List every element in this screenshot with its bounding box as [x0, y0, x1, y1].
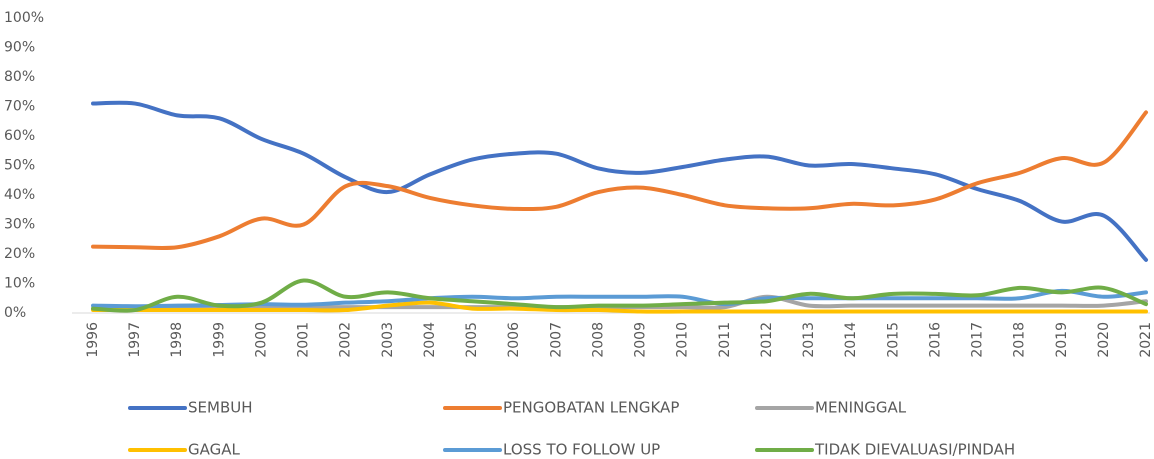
- series-line: [91, 110, 1148, 251]
- y-tick-label: 70%: [4, 99, 35, 115]
- y-tick-label: 20%: [4, 246, 35, 262]
- x-tick-label: 1997: [127, 322, 143, 358]
- x-tick-label: 2019: [1054, 322, 1070, 358]
- x-tick-label: 2016: [927, 322, 943, 358]
- x-tick-label: 2014: [843, 322, 859, 358]
- x-tick-label: 2001: [296, 322, 312, 358]
- x-tick-label: 2017: [970, 322, 986, 358]
- x-tick-label: 2018: [1012, 322, 1028, 358]
- x-tick-label: 2010: [675, 322, 691, 358]
- x-tick-label: 2003: [380, 322, 396, 358]
- y-tick-label: 30%: [4, 217, 35, 233]
- x-tick-label: 2013: [801, 322, 817, 358]
- x-tick-label: 2000: [253, 322, 269, 358]
- x-tick-label: 2015: [885, 322, 901, 358]
- legend-label: PENGOBATAN LENGKAP: [503, 399, 679, 417]
- y-tick-label: 60%: [4, 128, 35, 144]
- x-tick-label: 2005: [464, 322, 480, 358]
- x-tick-label: 2008: [590, 322, 606, 358]
- x-tick-label: 2012: [759, 322, 775, 358]
- y-tick-label: 90%: [4, 40, 35, 56]
- legend-label: LOSS TO FOLLOW UP: [503, 441, 660, 459]
- x-tick-label: 1996: [85, 322, 101, 358]
- series-line: [91, 300, 1148, 314]
- series-line: [91, 288, 1148, 309]
- legend-label: MENINGGAL: [815, 399, 907, 417]
- x-tick-label: 2011: [717, 322, 733, 358]
- legend-label: GAGAL: [188, 441, 241, 459]
- y-tick-label: 80%: [4, 69, 35, 85]
- legend-label: TIDAK DIEVALUASI/PINDAH: [814, 441, 1015, 459]
- y-tick-label: 0%: [4, 305, 26, 321]
- series-line: [91, 278, 1148, 313]
- x-tick-label: 2007: [548, 322, 564, 358]
- x-tick-label: 2020: [1096, 322, 1112, 358]
- series-line: [91, 100, 1148, 262]
- x-tick-label: 2021: [1138, 322, 1154, 358]
- x-tick-label: 2009: [633, 322, 649, 358]
- x-tick-label: 1998: [169, 322, 185, 358]
- y-tick-label: 50%: [4, 158, 35, 174]
- x-tick-label: 1999: [211, 322, 227, 358]
- y-tick-label: 100%: [4, 10, 44, 26]
- y-tick-label: 10%: [4, 276, 35, 292]
- x-tick-label: 2004: [422, 322, 438, 358]
- x-tick-label: 2002: [338, 322, 354, 358]
- y-tick-label: 40%: [4, 187, 35, 203]
- legend-label: SEMBUH: [188, 399, 253, 417]
- x-tick-label: 2006: [506, 322, 522, 358]
